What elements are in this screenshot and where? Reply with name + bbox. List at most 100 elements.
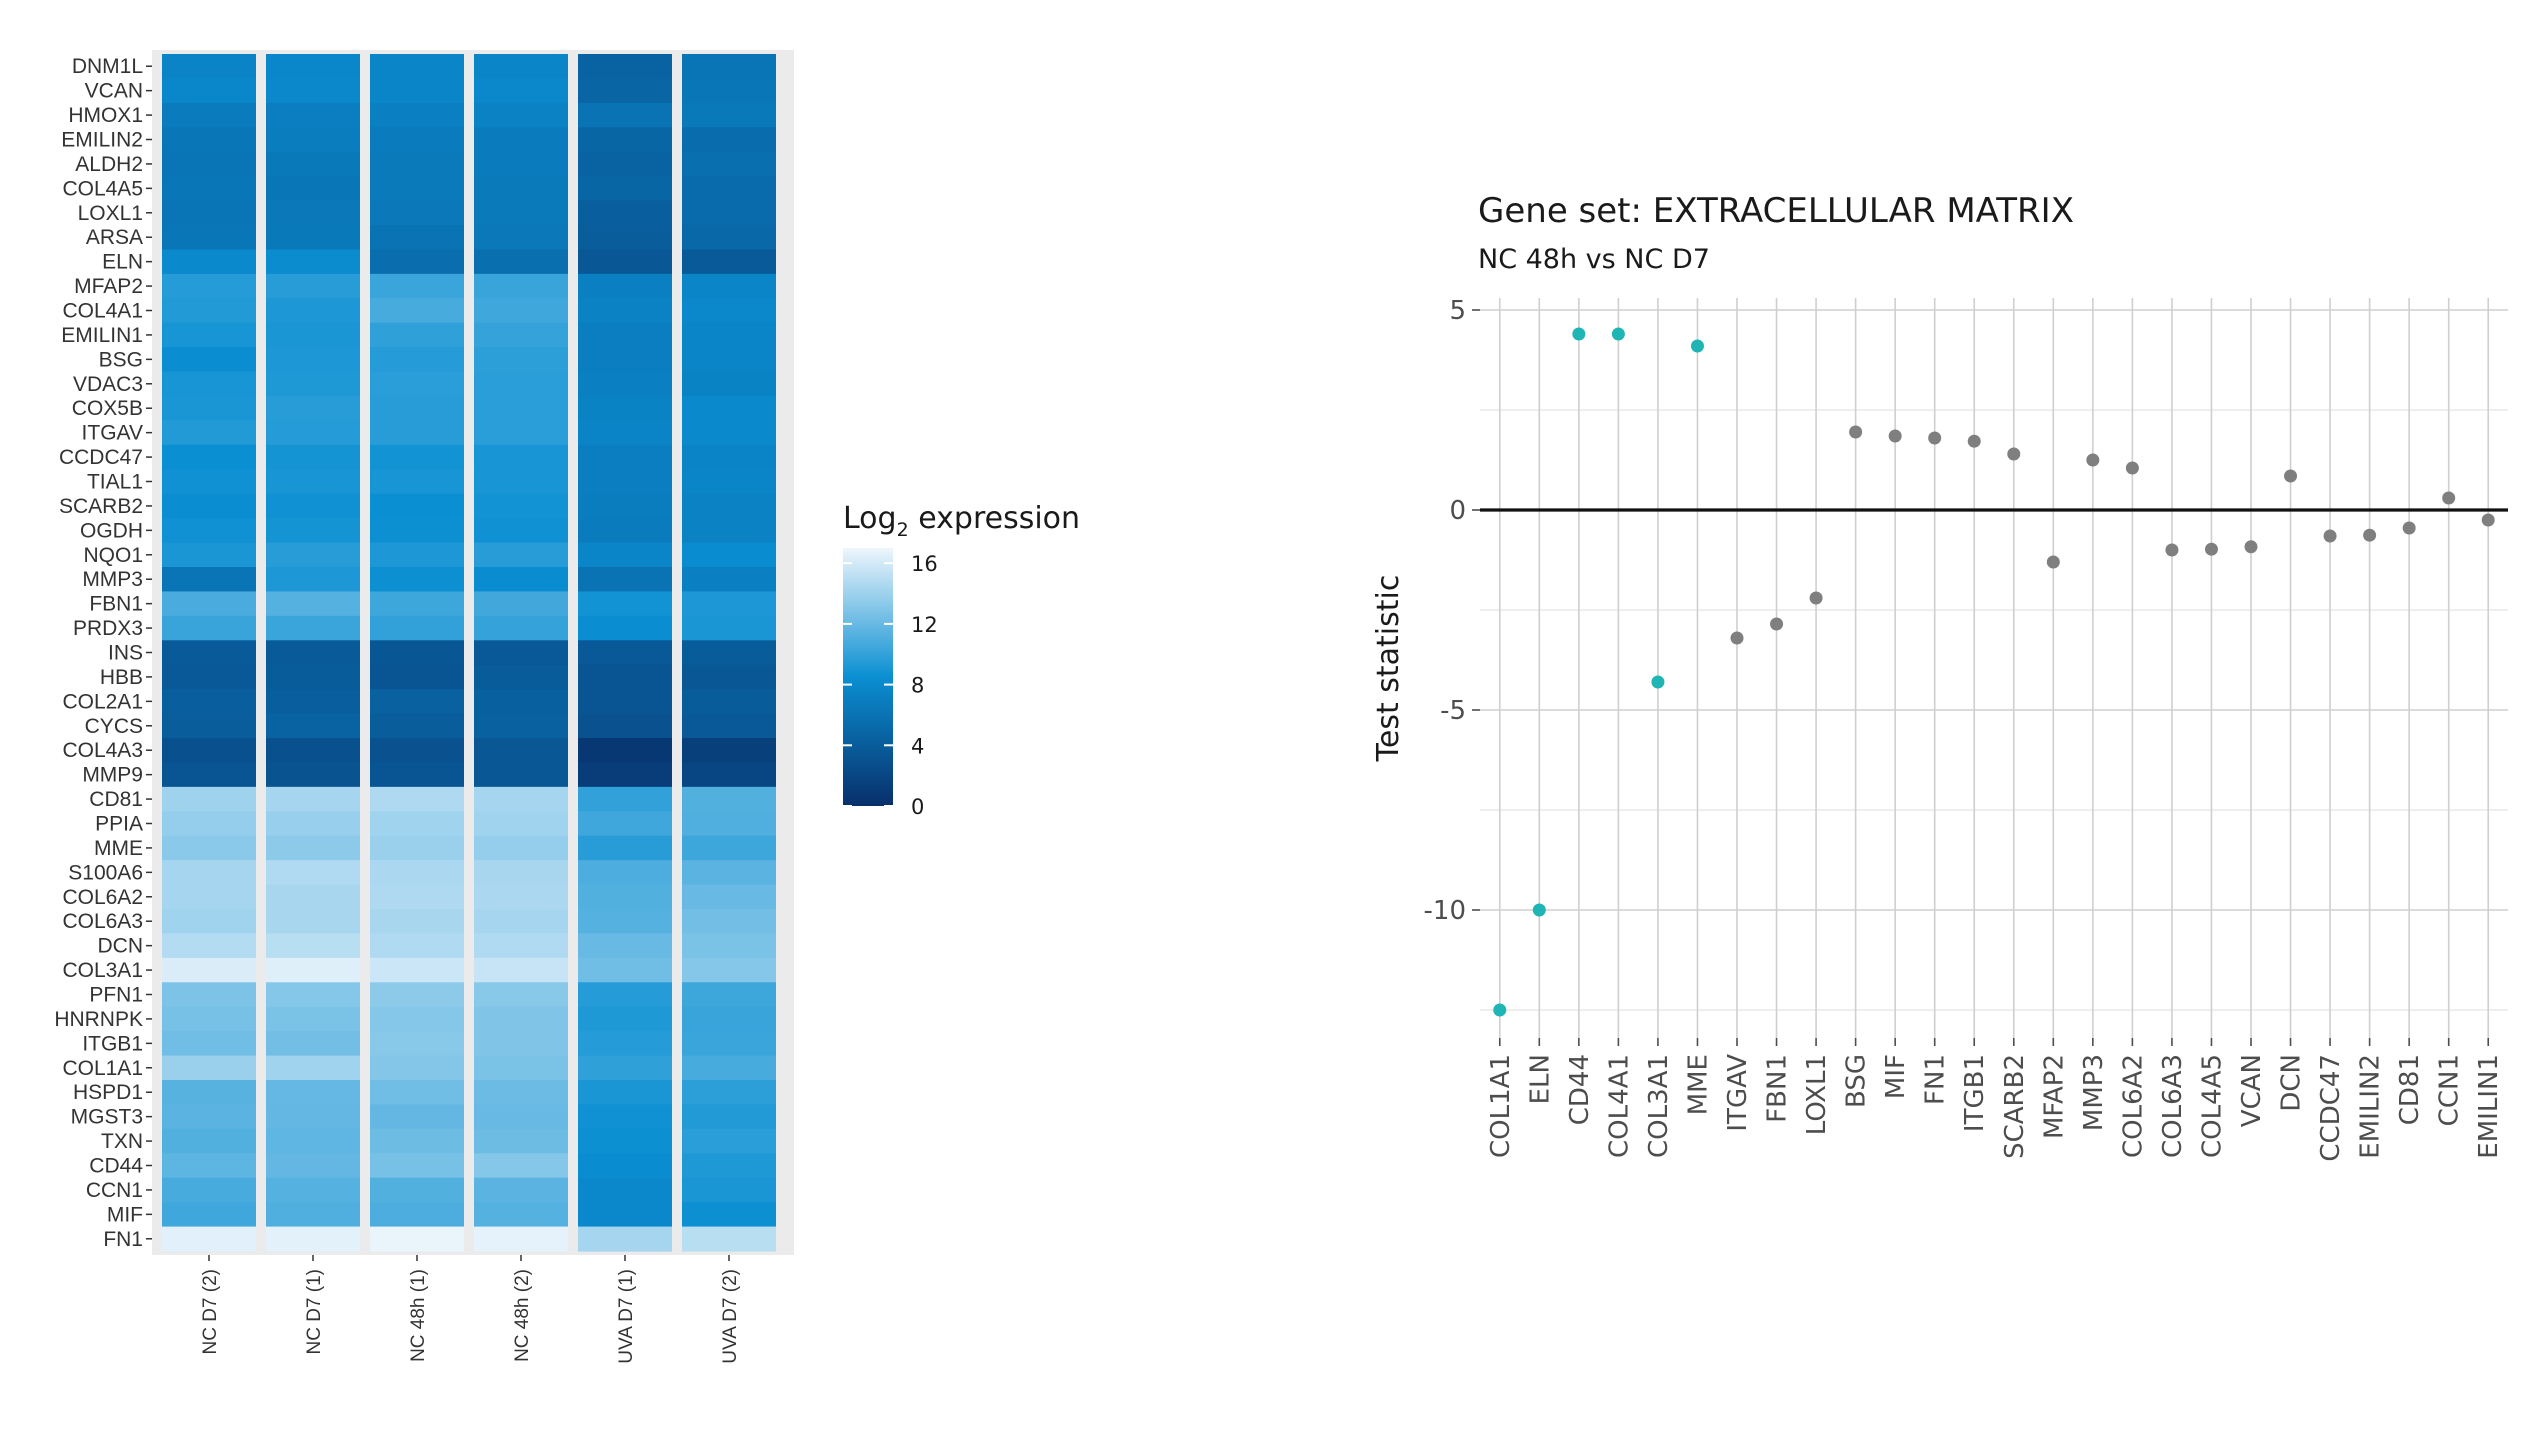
heatmap-cell xyxy=(474,420,568,446)
heatmap-cell xyxy=(266,298,360,324)
heatmap-row-label: HSPD1 xyxy=(73,1081,143,1104)
heatmap-cell xyxy=(474,933,568,959)
heatmap-cell xyxy=(474,322,568,348)
heatmap-cell xyxy=(474,835,568,861)
heatmap-cell xyxy=(370,1177,464,1203)
scatter-y-axis-label: Test statistic xyxy=(1371,575,1406,763)
legend-tick-label: 0 xyxy=(911,795,924,819)
scatter-point xyxy=(2244,540,2258,554)
heatmap-cell xyxy=(474,371,568,397)
heatmap-cell xyxy=(370,1104,464,1130)
heatmap-cell xyxy=(578,884,672,910)
heatmap-cell xyxy=(162,1226,256,1252)
heatmap-cell xyxy=(682,738,776,764)
scatter-x-tick-label: SCARB2 xyxy=(2000,1054,2030,1159)
heatmap-row-label: COL6A3 xyxy=(62,910,143,933)
heatmap-cell xyxy=(266,1128,360,1154)
legend-tick-label: 4 xyxy=(911,734,924,758)
heatmap-cell xyxy=(578,664,672,690)
heatmap-cell xyxy=(162,933,256,959)
heatmap-cell xyxy=(474,249,568,275)
heatmap-cell xyxy=(682,957,776,983)
heatmap-cell xyxy=(682,1006,776,1032)
heatmap-cell xyxy=(370,78,464,104)
heatmap-cell xyxy=(266,78,360,104)
heatmap-column-label: NC 48h (1) xyxy=(408,1269,429,1362)
heatmap-cell xyxy=(682,909,776,935)
scatter-point xyxy=(1651,675,1665,689)
heatmap-cell xyxy=(266,1177,360,1203)
heatmap-cell xyxy=(474,225,568,251)
scatter-point xyxy=(2481,513,2495,527)
heatmap-cell xyxy=(474,713,568,739)
heatmap-cell xyxy=(682,200,776,226)
heatmap-row-label: CYCS xyxy=(85,715,143,738)
heatmap-cell xyxy=(266,957,360,983)
heatmap-cell xyxy=(474,1104,568,1130)
heatmap-cell xyxy=(578,444,672,470)
heatmap-cell xyxy=(162,762,256,788)
heatmap-row-label: MFAP2 xyxy=(74,275,143,298)
heatmap-row-label: VDAC3 xyxy=(73,373,143,396)
scatter-x-tick-label: COL6A2 xyxy=(2118,1054,2148,1158)
heatmap-cell xyxy=(266,567,360,593)
heatmap-cell xyxy=(578,933,672,959)
heatmap-cell xyxy=(578,1031,672,1057)
heatmap-cell xyxy=(682,1104,776,1130)
heatmap-cell xyxy=(370,518,464,544)
heatmap-row-label: ARSA xyxy=(86,226,143,249)
heatmap-cell xyxy=(682,811,776,837)
heatmap-cell xyxy=(682,151,776,177)
heatmap-cell xyxy=(162,493,256,519)
heatmap-cell xyxy=(162,444,256,470)
heatmap-cell xyxy=(162,884,256,910)
heatmap-cell xyxy=(474,640,568,666)
heatmap-cell xyxy=(162,78,256,104)
heatmap-cell xyxy=(578,762,672,788)
heatmap-cell xyxy=(578,713,672,739)
heatmap-cell xyxy=(474,273,568,299)
heatmap-cell xyxy=(162,542,256,568)
heatmap-cell xyxy=(266,664,360,690)
heatmap-row-label: CD81 xyxy=(89,788,143,811)
heatmap-cell xyxy=(682,298,776,324)
heatmap-cell xyxy=(474,1006,568,1032)
heatmap-cell xyxy=(682,884,776,910)
heatmap-cell xyxy=(682,1177,776,1203)
heatmap-cell xyxy=(578,200,672,226)
heatmap-cell xyxy=(682,1080,776,1106)
heatmap-cell xyxy=(162,1055,256,1081)
heatmap-cell xyxy=(162,322,256,348)
heatmap-row-label: FBN1 xyxy=(89,593,143,616)
heatmap-row-label: VCAN xyxy=(85,80,143,103)
heatmap-cell xyxy=(474,151,568,177)
scatter-x-tick-label: FBN1 xyxy=(1763,1054,1793,1123)
heatmap-cell xyxy=(578,1226,672,1252)
heatmap-cell xyxy=(578,835,672,861)
heatmap-cell xyxy=(474,664,568,690)
heatmap-cell xyxy=(370,664,464,690)
heatmap-column-label: UVA D7 (1) xyxy=(616,1269,637,1364)
heatmap-column-label: UVA D7 (2) xyxy=(720,1269,741,1364)
heatmap-cell xyxy=(370,835,464,861)
heatmap-cell xyxy=(474,396,568,422)
heatmap-cell xyxy=(578,1104,672,1130)
heatmap-cell xyxy=(578,273,672,299)
heatmap-cell xyxy=(266,273,360,299)
heatmap-cell xyxy=(162,615,256,641)
heatmap-cell xyxy=(682,567,776,593)
scatter-x-tick-label: CCDC47 xyxy=(2316,1054,2346,1162)
heatmap-cell xyxy=(682,1202,776,1228)
heatmap-cell xyxy=(266,615,360,641)
heatmap-cell xyxy=(474,811,568,837)
heatmap-cell xyxy=(370,200,464,226)
heatmap-cell xyxy=(266,151,360,177)
heatmap-cell xyxy=(370,1153,464,1179)
heatmap-cell xyxy=(682,54,776,80)
heatmap-cell xyxy=(682,347,776,373)
heatmap-cell xyxy=(578,176,672,202)
heatmap-row-label: ELN xyxy=(102,251,143,274)
heatmap-cell xyxy=(162,176,256,202)
heatmap-row-label: COL4A3 xyxy=(62,739,143,762)
heatmap-cell xyxy=(266,1104,360,1130)
